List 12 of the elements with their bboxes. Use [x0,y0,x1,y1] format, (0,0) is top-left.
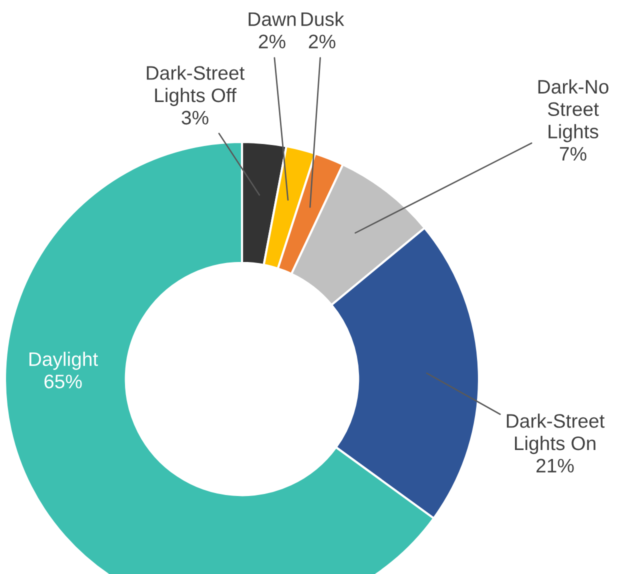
slice-label: Dark-No Street Lights [538,79,608,142]
data-label: 21% [536,458,574,472]
data-label: 65% [44,374,82,388]
slice-label: Dark-Street Lights On [506,414,605,454]
slice-label: Dark-Street Lights Off [146,66,245,106]
data-label: 3% [182,110,208,125]
data-label: 2% [308,34,336,48]
slice-label: Daylight [29,352,98,370]
slice-label: Dawn [248,12,296,26]
slice-label: Dusk [301,12,344,26]
data-label: 7% [560,147,586,161]
data-label: 2% [258,34,286,48]
